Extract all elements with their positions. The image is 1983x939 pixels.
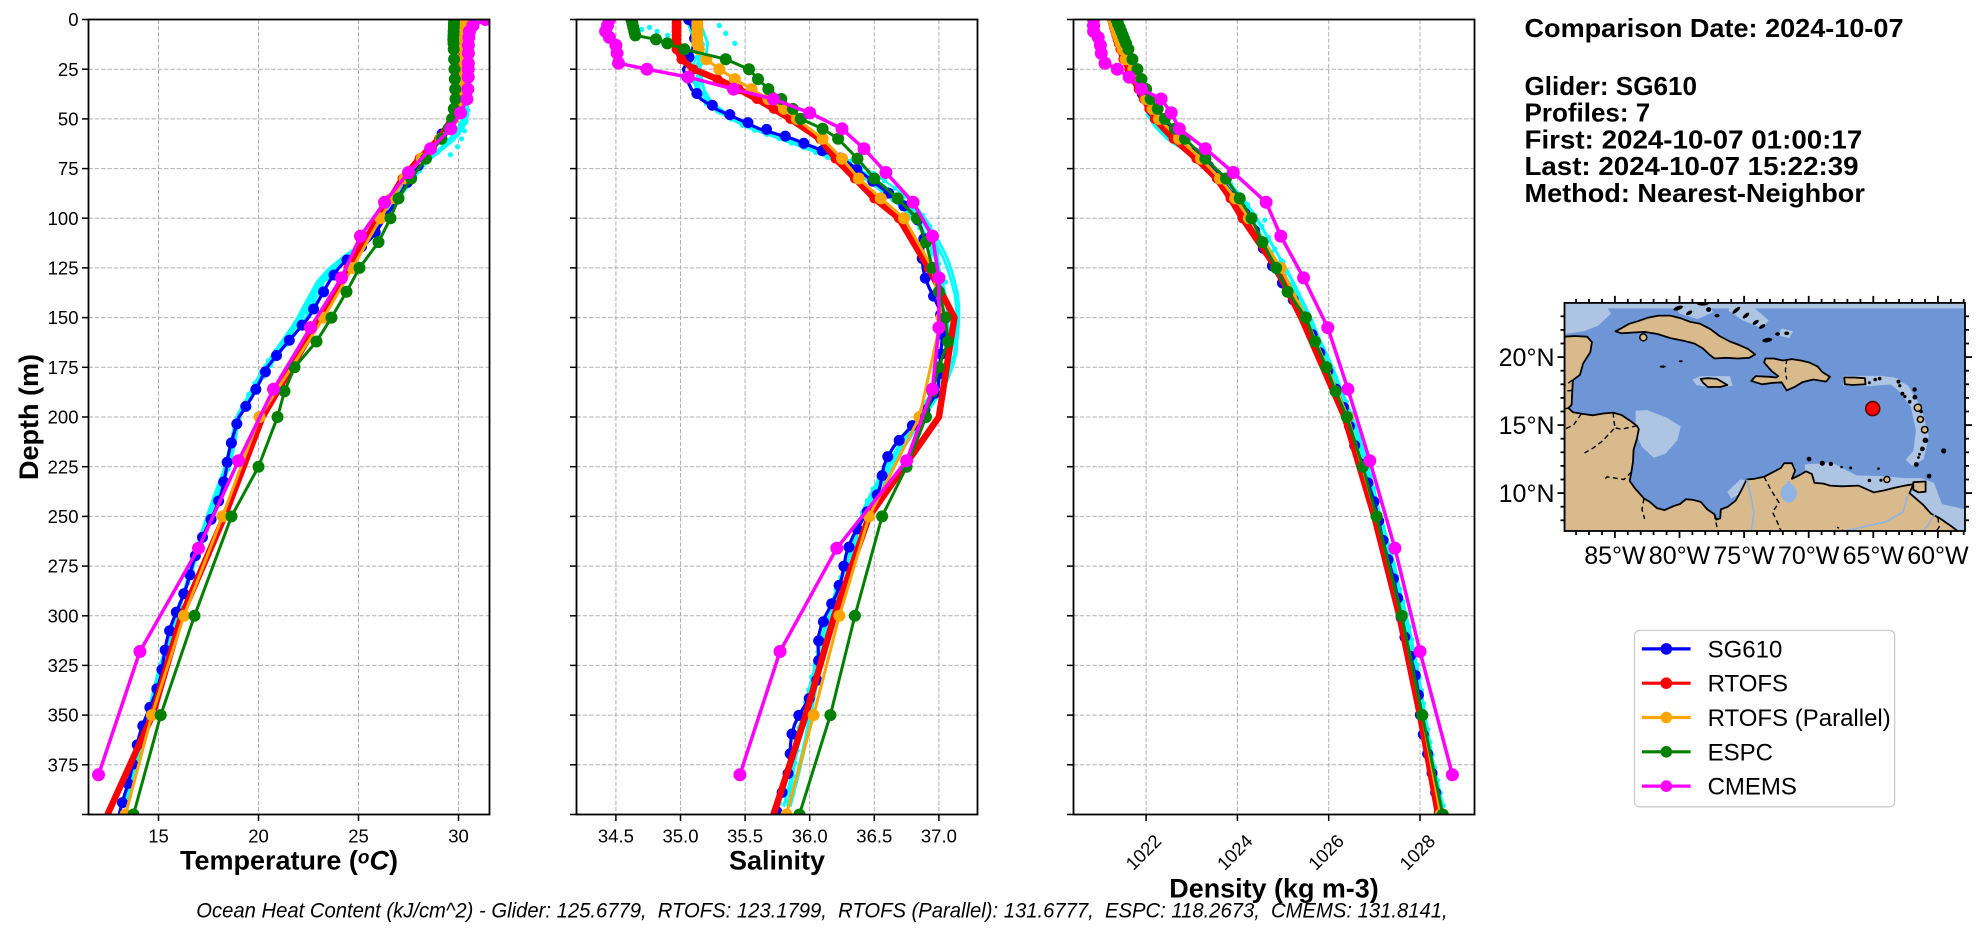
- svg-text:Temperature (oC): Temperature (oC): [180, 846, 398, 876]
- svg-text:250: 250: [48, 506, 79, 527]
- svg-text:175: 175: [48, 357, 79, 378]
- svg-text:100: 100: [48, 208, 79, 229]
- svg-text:SG610: SG610: [1708, 636, 1783, 663]
- svg-text:200: 200: [48, 407, 79, 428]
- svg-text:60°W: 60°W: [1907, 542, 1969, 570]
- svg-text:20: 20: [248, 826, 269, 847]
- svg-text:375: 375: [48, 754, 79, 775]
- svg-text:Depth (m): Depth (m): [14, 354, 44, 480]
- svg-text:Ocean Heat Content (kJ/cm^2) -: Ocean Heat Content (kJ/cm^2) - Glider: 1…: [196, 900, 1447, 923]
- svg-text:75°W: 75°W: [1713, 542, 1775, 570]
- svg-text:30: 30: [448, 826, 469, 847]
- svg-text:Profiles: 7: Profiles: 7: [1525, 98, 1651, 128]
- svg-text:70°W: 70°W: [1778, 542, 1840, 570]
- svg-text:10°N: 10°N: [1499, 480, 1555, 508]
- svg-text:225: 225: [48, 456, 79, 477]
- svg-text:Last: 2024-10-07 15:22:39: Last: 2024-10-07 15:22:39: [1525, 151, 1859, 181]
- svg-text:Glider: SG610: Glider: SG610: [1525, 71, 1698, 101]
- svg-text:350: 350: [48, 705, 79, 726]
- svg-text:85°W: 85°W: [1584, 542, 1646, 570]
- svg-text:First: 2024-10-07 01:00:17: First: 2024-10-07 01:00:17: [1525, 124, 1863, 154]
- svg-text:36.5: 36.5: [856, 826, 892, 847]
- svg-text:35.0: 35.0: [662, 826, 698, 847]
- svg-text:37.0: 37.0: [921, 826, 957, 847]
- svg-text:325: 325: [48, 655, 79, 676]
- svg-text:CMEMS: CMEMS: [1708, 774, 1797, 801]
- svg-text:125: 125: [48, 258, 79, 279]
- svg-text:RTOFS (Parallel): RTOFS (Parallel): [1708, 705, 1891, 732]
- svg-text:36.0: 36.0: [792, 826, 828, 847]
- svg-text:50: 50: [58, 109, 79, 130]
- svg-text:34.5: 34.5: [598, 826, 634, 847]
- svg-text:25: 25: [58, 59, 79, 80]
- svg-text:35.5: 35.5: [727, 826, 763, 847]
- svg-text:75: 75: [58, 158, 79, 179]
- svg-text:65°W: 65°W: [1843, 542, 1905, 570]
- svg-text:0: 0: [68, 9, 78, 30]
- svg-text:15: 15: [148, 826, 169, 847]
- svg-text:150: 150: [48, 307, 79, 328]
- svg-text:Density (kg m-3): Density (kg m-3): [1169, 874, 1378, 904]
- svg-text:RTOFS: RTOFS: [1708, 671, 1788, 698]
- svg-text:25: 25: [348, 826, 369, 847]
- svg-text:15°N: 15°N: [1499, 412, 1555, 440]
- svg-text:275: 275: [48, 556, 79, 577]
- svg-text:Method: Nearest-Neighbor: Method: Nearest-Neighbor: [1525, 178, 1865, 208]
- svg-text:20°N: 20°N: [1499, 344, 1555, 372]
- svg-text:80°W: 80°W: [1649, 542, 1711, 570]
- svg-text:Comparison Date: 2024-10-07: Comparison Date: 2024-10-07: [1525, 13, 1904, 43]
- svg-text:Salinity: Salinity: [729, 846, 825, 876]
- svg-text:ESPC: ESPC: [1708, 739, 1773, 766]
- svg-text:300: 300: [48, 605, 79, 626]
